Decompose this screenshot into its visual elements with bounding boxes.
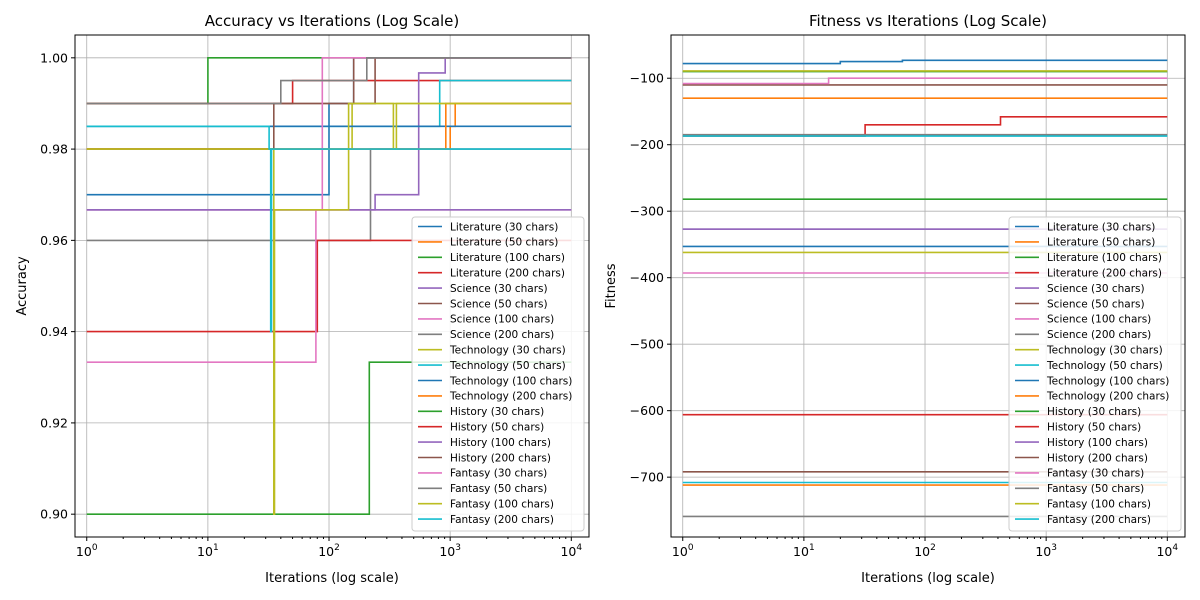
accuracy-legend-label: Science (100 chars) xyxy=(450,314,554,326)
accuracy-legend-label: Literature (100 chars) xyxy=(450,252,565,264)
accuracy-legend-label: Science (30 chars) xyxy=(450,283,548,295)
accuracy-x-tick-label: 104 xyxy=(560,543,582,559)
accuracy-x-tick-label: 101 xyxy=(197,543,219,559)
fitness-legend-label: Fantasy (30 chars) xyxy=(1047,468,1144,480)
accuracy-y-tick-label: 0.94 xyxy=(40,324,68,339)
accuracy-series-lines xyxy=(86,57,572,515)
fitness-legend-label: Literature (30 chars) xyxy=(1047,221,1155,233)
accuracy-plot-frame xyxy=(74,34,590,538)
accuracy-x-tick-label: 100 xyxy=(76,543,98,559)
fitness-legend-label: Fantasy (100 chars) xyxy=(1047,499,1151,511)
accuracy-legend-label: Technology (100 chars) xyxy=(449,375,572,387)
fitness-chart-title: Fitness vs Iterations (Log Scale) xyxy=(809,12,1047,30)
fitness-y-axis-label: Fitness xyxy=(604,263,619,308)
accuracy-legend-label: Literature (200 chars) xyxy=(450,268,565,280)
accuracy-legend-label: Fantasy (200 chars) xyxy=(450,514,554,526)
fitness-legend-label: Fantasy (50 chars) xyxy=(1047,483,1144,495)
fitness-y-tick-label: −100 xyxy=(630,71,664,86)
fitness-x-tick-label: 102 xyxy=(914,543,936,559)
fitness-legend-label: Literature (200 chars) xyxy=(1047,268,1162,280)
fitness-y-tick-label: −200 xyxy=(630,137,664,152)
fitness-y-tick-label: −600 xyxy=(630,403,664,418)
fitness-legend-label: Science (30 chars) xyxy=(1047,283,1145,295)
accuracy-x-tick-label: 103 xyxy=(439,543,461,559)
fitness-legend-label: Science (200 chars) xyxy=(1047,329,1151,341)
fitness-legend-label: Technology (50 chars) xyxy=(1046,360,1163,372)
fitness-series-line-7 xyxy=(682,77,1168,85)
accuracy-legend: Literature (30 chars) Literature (50 char… xyxy=(411,216,585,532)
accuracy-x-tick-label: 102 xyxy=(318,543,340,559)
fitness-legend: Literature (30 chars) Literature (50 char… xyxy=(1008,216,1182,532)
accuracy-y-axis-label: Accuracy xyxy=(15,256,30,316)
fitness-y-tick-label: −700 xyxy=(630,470,664,485)
fitness-legend-label: Literature (50 chars) xyxy=(1047,237,1155,249)
accuracy-legend-label: Science (50 chars) xyxy=(450,298,548,310)
fitness-x-tick-label: 103 xyxy=(1035,543,1057,559)
fitness-legend-label: History (100 chars) xyxy=(1047,437,1148,449)
accuracy-legend-label: History (200 chars) xyxy=(450,452,551,464)
fitness-legend-label: Literature (100 chars) xyxy=(1047,252,1162,264)
fitness-legend-label: Science (100 chars) xyxy=(1047,314,1151,326)
accuracy-legend-label: History (100 chars) xyxy=(450,437,551,449)
fitness-legend-box xyxy=(1008,216,1182,532)
accuracy-legend-label: Literature (50 chars) xyxy=(450,237,558,249)
fitness-y-tick-label: −400 xyxy=(630,270,664,285)
accuracy-y-tick-label: 0.92 xyxy=(40,415,68,430)
fitness-x-tick-label: 100 xyxy=(672,543,694,559)
fitness-legend-label: Fantasy (200 chars) xyxy=(1047,514,1151,526)
fitness-legend-label: History (30 chars) xyxy=(1047,406,1141,418)
accuracy-legend-label: History (30 chars) xyxy=(450,406,544,418)
accuracy-chart: Accuracy vs Iterations (Log Scale) 100 10… xyxy=(15,12,590,586)
accuracy-series-line-14 xyxy=(86,239,572,333)
fitness-x-tick-label: 101 xyxy=(793,543,815,559)
fitness-chart: Fitness vs Iterations (Log Scale) 100 101… xyxy=(604,12,1186,586)
fitness-x-axis-label: Iterations (log scale) xyxy=(861,571,995,586)
accuracy-x-axis-label: Iterations (log scale) xyxy=(265,571,399,586)
accuracy-legend-label: Fantasy (30 chars) xyxy=(450,468,547,480)
accuracy-y-tick-label: 1.00 xyxy=(40,50,68,65)
accuracy-legend-label: History (50 chars) xyxy=(450,422,544,434)
accuracy-y-ticks: 0.90 0.92 0.94 0.96 0.98 1.00 xyxy=(40,50,75,522)
fitness-legend-label: Technology (200 chars) xyxy=(1046,391,1169,403)
accuracy-series-line-18 xyxy=(86,57,572,105)
accuracy-legend-label: Literature (30 chars) xyxy=(450,221,558,233)
fitness-x-tick-label: 104 xyxy=(1156,543,1178,559)
fitness-y-ticks: −100 −200 −300 −400 −500 −600 −700 xyxy=(630,71,671,485)
accuracy-legend-label: Fantasy (100 chars) xyxy=(450,499,554,511)
fitness-legend-label: Technology (30 chars) xyxy=(1046,345,1163,357)
accuracy-chart-title: Accuracy vs Iterations (Log Scale) xyxy=(205,12,460,30)
fitness-y-tick-label: −300 xyxy=(630,204,664,219)
fitness-legend-label: History (200 chars) xyxy=(1047,452,1148,464)
accuracy-x-ticks: 100 101 102 103 104 xyxy=(76,537,582,559)
accuracy-legend-label: Science (200 chars) xyxy=(450,329,554,341)
accuracy-legend-label: Fantasy (50 chars) xyxy=(450,483,547,495)
fitness-y-tick-label: −500 xyxy=(630,337,664,352)
accuracy-series-line-20 xyxy=(86,125,572,333)
fitness-series-line-1 xyxy=(682,59,1168,65)
accuracy-legend-label: Technology (30 chars) xyxy=(449,345,566,357)
fitness-plot-frame xyxy=(670,34,1186,538)
accuracy-legend-label: Technology (50 chars) xyxy=(449,360,566,372)
accuracy-y-tick-label: 0.90 xyxy=(40,507,68,522)
fitness-legend-label: History (50 chars) xyxy=(1047,422,1141,434)
accuracy-legend-box xyxy=(411,216,585,532)
accuracy-legend-label: Technology (200 chars) xyxy=(449,391,572,403)
fitness-legend-label: Technology (100 chars) xyxy=(1046,375,1169,387)
fitness-legend-label: Science (50 chars) xyxy=(1047,298,1145,310)
accuracy-y-tick-label: 0.98 xyxy=(40,142,68,157)
fitness-x-ticks: 100 101 102 103 104 xyxy=(672,537,1178,559)
accuracy-y-tick-label: 0.96 xyxy=(40,233,68,248)
